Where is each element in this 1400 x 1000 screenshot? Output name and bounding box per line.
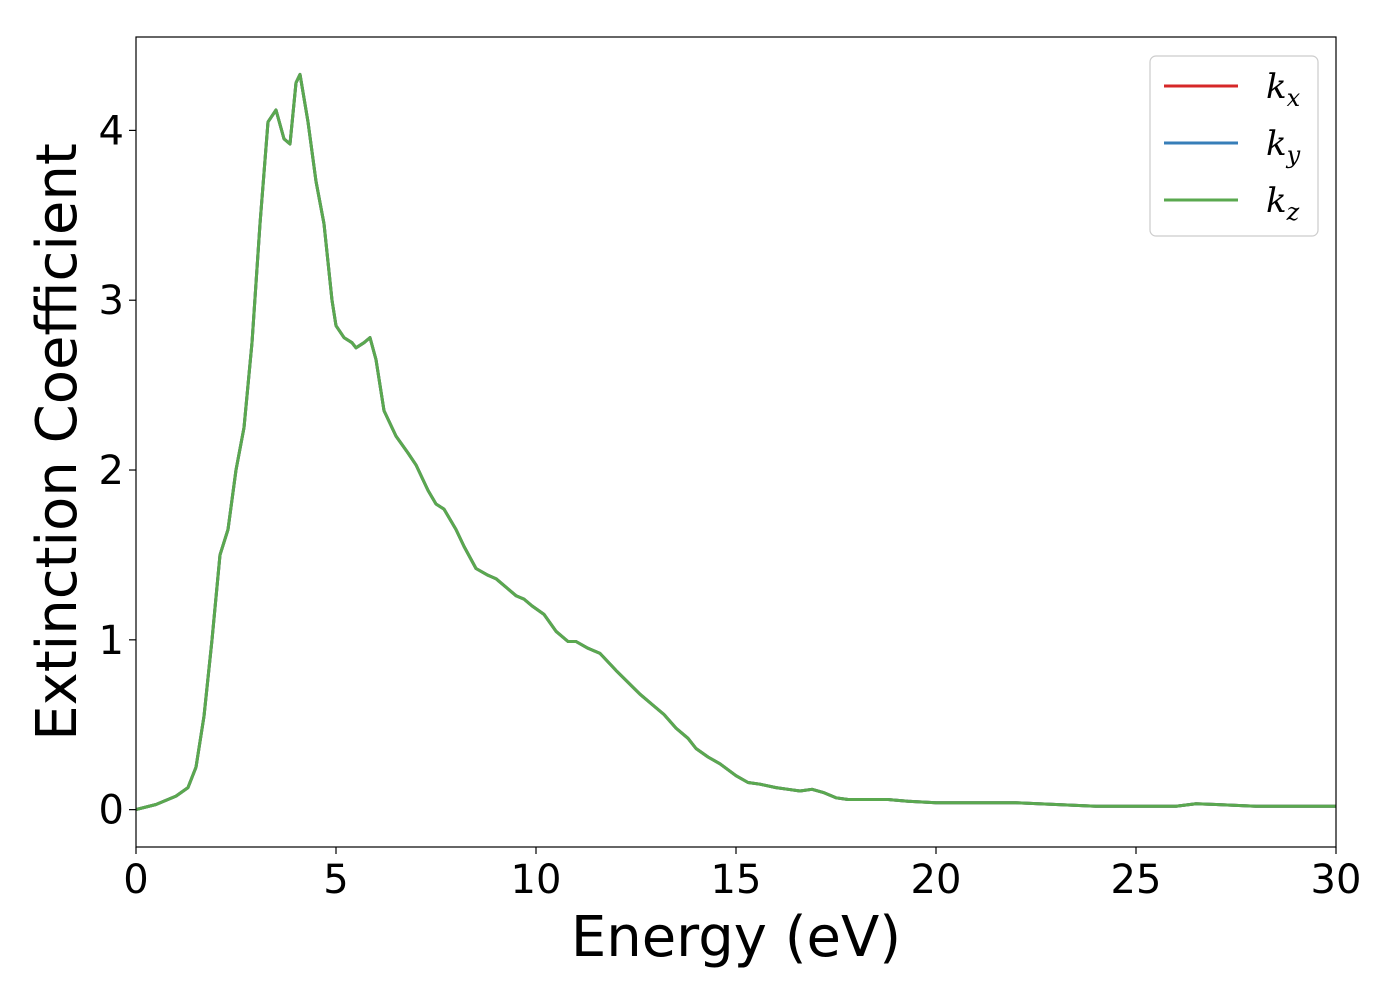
legend-label-y: ky bbox=[1266, 124, 1301, 169]
y-tick-label: 0 bbox=[99, 788, 124, 834]
x-axis-title: Energy (eV) bbox=[571, 905, 901, 970]
ticks-layer: 0 5 10 15 20 25 30 0 1 2 3 4 bbox=[99, 108, 1362, 903]
x-tick-label: 30 bbox=[1311, 857, 1362, 903]
x-tick-label: 10 bbox=[511, 857, 562, 903]
y-tick-label: 1 bbox=[99, 618, 124, 664]
series-line-z bbox=[136, 72, 1336, 812]
y-axis-title: Extinction Coefficient bbox=[25, 143, 90, 741]
x-tick-label: 0 bbox=[123, 857, 148, 903]
x-tick-label: 25 bbox=[1111, 857, 1162, 903]
x-tick-label: 20 bbox=[911, 857, 962, 903]
y-tick-label: 3 bbox=[99, 278, 124, 324]
legend-box bbox=[1149, 55, 1319, 237]
legend-label-x: kx bbox=[1266, 67, 1301, 112]
y-tick-label: 2 bbox=[99, 448, 124, 494]
x-tick-label: 5 bbox=[323, 857, 348, 903]
x-tick-label: 15 bbox=[711, 857, 762, 903]
series-layer bbox=[136, 72, 1336, 812]
legend-label-z: kz bbox=[1266, 181, 1300, 226]
legend: kx ky kz bbox=[1149, 55, 1319, 237]
y-tick-label: 4 bbox=[99, 108, 124, 154]
